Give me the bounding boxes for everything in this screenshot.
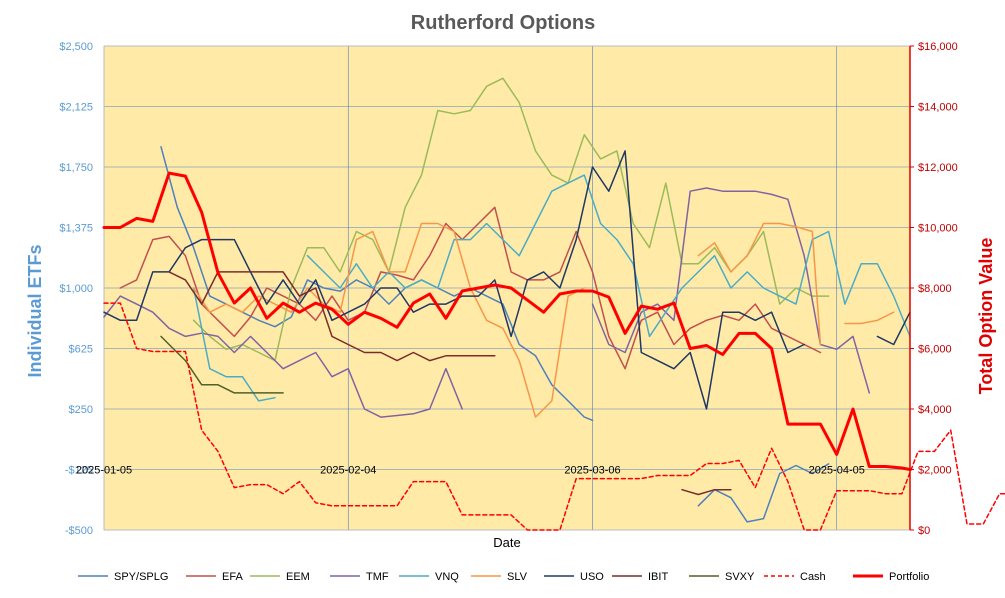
series-layer [102, 77, 1005, 531]
y-left-tick-label-3: $1,375 [59, 223, 93, 235]
y-left-tick-label-1: $2,125 [59, 102, 93, 114]
y-axis-left-label: Individual ETFs [25, 244, 45, 377]
y-right-tick-label-5: $6,000 [918, 344, 952, 356]
series-line-uso [103, 150, 911, 410]
legend-label-uso: USO [580, 571, 604, 583]
axis-layer: $2,500 $2,125 $1,750 $1,375 $1,000 $625 $250 -$… [59, 41, 957, 537]
legend-label-slv: SLV [507, 571, 528, 583]
y-right-tick-label-3: $10,000 [918, 223, 958, 235]
y-right-tick-label-2: $12,000 [918, 162, 958, 174]
y-left-tick-label-8: -$500 [65, 525, 93, 537]
legend-label-ibit: IBIT [648, 571, 668, 583]
y-axis-right-label: Total Option Value [976, 238, 996, 395]
y-left-tick-label-0: $2,500 [59, 41, 93, 53]
y-left-tick-label-5: $625 [69, 344, 93, 356]
legend-label-vnq: VNQ [435, 571, 459, 583]
series-line-svxy [160, 335, 284, 394]
series-line-cash [103, 302, 1005, 531]
legend: SPY/SPLG EFA EEM TMF VNQ SLV USO IBIT SVXY Cash Po… [78, 571, 929, 583]
legend-label-efa: EFA [222, 571, 243, 583]
y-left-tick-label-7: -$125 [65, 465, 93, 477]
series-line-portfolio [102, 171, 912, 471]
y-right-tick-label-0: $16,000 [918, 41, 958, 53]
y-right-tick-label-7: $2,000 [918, 465, 952, 477]
y-left-tick-label-4: $1,000 [59, 283, 93, 295]
series-line-ibit [168, 271, 732, 496]
y-left-tick-label-2: $1,750 [59, 162, 93, 174]
x-tick-label-3: 2025-04-05 [809, 465, 865, 477]
x-axis-label: Date [493, 535, 520, 550]
legend-label-svxy: SVXY [725, 571, 755, 583]
y-right-tick-label-1: $14,000 [918, 102, 958, 114]
chart-title: Rutherford Options [411, 12, 595, 34]
series-line-efa [119, 206, 822, 370]
legend-label-eem: EEM [286, 571, 310, 583]
legend-label-spy-splg: SPY/SPLG [114, 571, 168, 583]
x-tick-label-0: 2025-01-05 [76, 465, 132, 477]
y-right-tick-label-8: $0 [918, 525, 930, 537]
series-line-eem [192, 77, 830, 362]
x-tick-label-2: 2025-03-06 [564, 465, 620, 477]
legend-label-portfolio: Portfolio [889, 571, 929, 583]
legend-label-cash: Cash [800, 571, 826, 583]
x-tick-label-1: 2025-02-04 [320, 465, 376, 477]
series-line-slv [192, 222, 895, 418]
series-line-vnq [192, 174, 911, 402]
y-left-tick-label-6: $250 [69, 404, 93, 416]
legend-label-tmf: TMF [366, 571, 389, 583]
y-right-tick-label-4: $8,000 [918, 283, 952, 295]
y-right-tick-label-6: $4,000 [918, 404, 952, 416]
